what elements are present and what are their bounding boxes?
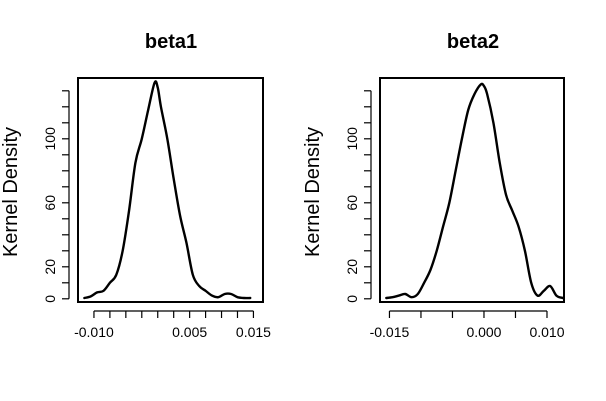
density-curve [83,80,252,300]
y-tick-label: 100 [42,127,58,151]
y-axis-label: Kernel Density [302,127,324,257]
y-tick-label: 20 [344,259,360,275]
y-axis: 0 20 60 100 [344,90,372,303]
x-tick-label: 0.000 [466,324,501,340]
y-tick-label: 0 [344,295,360,303]
y-tick-label: 100 [344,127,360,151]
y-tick-label: 0 [42,295,58,303]
density-curve [385,82,564,300]
panel-title: beta2 [447,31,499,53]
x-axis: -0.015 0.000 0.010 [370,310,565,340]
x-tick-label: -0.010 [74,324,114,340]
y-axis: 0 20 60 100 [42,90,70,303]
plot-frame [379,77,565,303]
panel-beta2: beta2 Kernel Density 0 20 60 100 -0.015 0.00… [302,31,565,340]
y-axis-label: Kernel Density [0,127,22,257]
y-tick-label: 20 [42,259,58,275]
plot-area [83,80,252,300]
x-tick-label: 0.015 [236,324,271,340]
x-tick-label: -0.015 [370,324,410,340]
plot-area [385,82,564,300]
x-tick-label: 0.010 [529,324,564,340]
panel-title: beta1 [145,31,197,53]
y-tick-label: 60 [42,195,58,211]
x-axis: -0.010 0.005 0.015 [74,310,271,340]
panel-beta1: beta1 Kernel Density 0 20 60 100 -0.010 0.00… [0,31,271,340]
y-tick-label: 60 [344,195,360,211]
x-tick-label: 0.005 [172,324,207,340]
plot-frame [77,77,264,303]
